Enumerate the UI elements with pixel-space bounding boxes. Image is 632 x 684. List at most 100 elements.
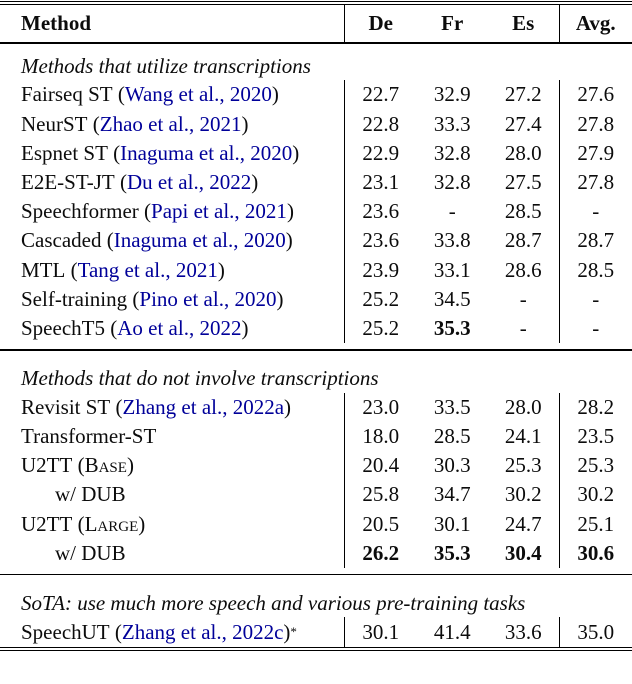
fr-value: 28.5 bbox=[433, 423, 471, 448]
de-value: 26.2 bbox=[362, 540, 400, 565]
method-label: SpeechT5 bbox=[21, 315, 105, 340]
header-rule bbox=[0, 42, 632, 45]
table-row: U2TT (Large) 20.5 30.1 24.7 25.1 bbox=[0, 509, 632, 539]
method-label: U2TT bbox=[21, 453, 73, 478]
avg-value: - bbox=[592, 199, 600, 224]
column-header-es: Es bbox=[488, 5, 560, 42]
avg-value: 30.6 bbox=[577, 540, 615, 565]
method-cell: Fairseq ST (Wang et al., 2020) bbox=[0, 80, 345, 110]
es-value: 28.0 bbox=[488, 392, 560, 422]
table-row: w/ DUB 25.8 34.7 30.2 30.2 bbox=[0, 480, 632, 510]
method-label: U2TT bbox=[21, 511, 73, 536]
table-row: Self-training (Pino et al., 2020) 25.2 34.… bbox=[0, 284, 632, 314]
method-label: NeurST bbox=[21, 111, 88, 136]
fr-value: 32.8 bbox=[433, 140, 471, 165]
method-label: E2E-ST-JT bbox=[21, 169, 115, 194]
table-row: MTL (Tang et al., 2021) 23.9 33.1 28.6 28.5 bbox=[0, 255, 632, 285]
column-header-de: De bbox=[368, 11, 394, 35]
column-header-avg: Avg. bbox=[575, 11, 616, 35]
column-header-fr: Fr bbox=[441, 11, 464, 35]
de-value: 23.1 bbox=[362, 169, 400, 194]
fr-value: 35.3 bbox=[433, 315, 471, 340]
method-cell: Espnet ST (Inaguma et al., 2020) bbox=[0, 138, 345, 168]
citation-link[interactable]: Zhao et al., 2021 bbox=[99, 111, 242, 136]
model-size-label: Large bbox=[84, 511, 139, 536]
de-value: 22.8 bbox=[362, 111, 400, 136]
es-value: 24.1 bbox=[488, 421, 560, 452]
citation-link[interactable]: Papi et al., 2021 bbox=[151, 199, 287, 224]
es-value: 28.6 bbox=[488, 255, 560, 285]
method-cell: w/ DUB bbox=[0, 538, 345, 568]
avg-value: 25.1 bbox=[577, 511, 615, 536]
es-value: 28.5 bbox=[488, 197, 560, 227]
method-label: Revisit ST bbox=[21, 394, 111, 419]
fr-value: 33.5 bbox=[433, 394, 471, 419]
method-label: Transformer-ST bbox=[21, 423, 157, 448]
fr-value: 33.3 bbox=[433, 111, 471, 136]
method-label: Fairseq ST bbox=[21, 82, 113, 107]
method-label: MTL bbox=[21, 257, 66, 282]
es-value: 30.4 bbox=[488, 538, 560, 568]
method-cell: Transformer-ST bbox=[0, 421, 345, 452]
method-label: w/ DUB bbox=[55, 540, 126, 565]
citation-link[interactable]: Du et al., 2022 bbox=[126, 169, 252, 194]
es-value: 33.6 bbox=[488, 617, 560, 647]
citation-link[interactable]: Inaguma et al., 2020 bbox=[120, 140, 293, 165]
avg-value: 25.3 bbox=[577, 453, 615, 478]
citation-link[interactable]: Inaguma et al., 2020 bbox=[113, 228, 286, 253]
fr-value: 30.1 bbox=[433, 511, 471, 536]
column-header-method: Method bbox=[0, 5, 345, 42]
de-value: 22.7 bbox=[362, 82, 400, 107]
method-label: Self-training bbox=[21, 286, 128, 311]
method-label: Speechformer bbox=[21, 199, 139, 224]
de-value: 18.0 bbox=[362, 423, 400, 448]
fr-value: 33.8 bbox=[433, 228, 471, 253]
es-value: 28.0 bbox=[488, 138, 560, 168]
avg-value: 35.0 bbox=[577, 619, 615, 644]
method-label: SpeechUT bbox=[21, 619, 110, 644]
table-row: Cascaded (Inaguma et al., 2020) 23.6 33.8 2… bbox=[0, 226, 632, 256]
method-cell: SpeechUT (Zhang et al., 2022c) * bbox=[0, 617, 345, 647]
method-cell: U2TT (Large) bbox=[0, 509, 345, 539]
es-value: 27.4 bbox=[488, 109, 560, 139]
es-value: - bbox=[488, 284, 560, 314]
es-value: 30.2 bbox=[488, 480, 560, 510]
section-separator-rule bbox=[0, 573, 632, 576]
de-value: 23.6 bbox=[362, 199, 400, 224]
method-label: Espnet ST bbox=[21, 140, 108, 165]
citation-link[interactable]: Zhang et al., 2022a bbox=[122, 394, 285, 419]
avg-value: 28.2 bbox=[577, 394, 615, 419]
citation-link[interactable]: Ao et al., 2022 bbox=[117, 315, 242, 340]
table-row: Speechformer (Papi et al., 2021) 23.6 - 28.… bbox=[0, 197, 632, 227]
method-cell: Speechformer (Papi et al., 2021) bbox=[0, 197, 345, 227]
citation-link[interactable]: Tang et al., 2021 bbox=[77, 257, 218, 282]
fr-value: 41.4 bbox=[433, 619, 471, 644]
es-value: 28.7 bbox=[488, 226, 560, 256]
de-value: 25.2 bbox=[362, 286, 400, 311]
method-cell: Cascaded (Inaguma et al., 2020) bbox=[0, 226, 345, 256]
section-header: Methods that utilize transcriptions bbox=[21, 53, 311, 78]
es-value: - bbox=[488, 313, 560, 343]
citation-link[interactable]: Zhang et al., 2022c bbox=[121, 619, 284, 644]
top-rule bbox=[0, 1, 632, 5]
method-cell: Self-training (Pino et al., 2020) bbox=[0, 284, 345, 314]
avg-value: - bbox=[592, 286, 600, 311]
avg-value: - bbox=[592, 315, 600, 340]
avg-value: 27.8 bbox=[577, 169, 615, 194]
method-label: w/ DUB bbox=[55, 482, 126, 507]
avg-value: 27.6 bbox=[577, 82, 615, 107]
citation-link[interactable]: Wang et al., 2020 bbox=[124, 82, 272, 107]
avg-value: 23.5 bbox=[577, 423, 615, 448]
method-label: Cascaded bbox=[21, 228, 102, 253]
method-cell: SpeechT5 (Ao et al., 2022) bbox=[0, 313, 345, 343]
citation-link[interactable]: Pino et al., 2020 bbox=[139, 286, 277, 311]
table-row: E2E-ST-JT (Du et al., 2022) 23.1 32.8 27.5 2… bbox=[0, 167, 632, 198]
es-value: 27.2 bbox=[488, 80, 560, 110]
fr-value: 32.8 bbox=[433, 169, 471, 194]
de-value: 30.1 bbox=[362, 619, 400, 644]
de-value: 23.0 bbox=[362, 394, 400, 419]
fr-value: 35.3 bbox=[433, 540, 471, 565]
method-cell: U2TT (Base) bbox=[0, 451, 345, 481]
table-row: SpeechUT (Zhang et al., 2022c) * 30.1 41.4 3… bbox=[0, 617, 632, 647]
de-value: 23.9 bbox=[362, 257, 400, 282]
